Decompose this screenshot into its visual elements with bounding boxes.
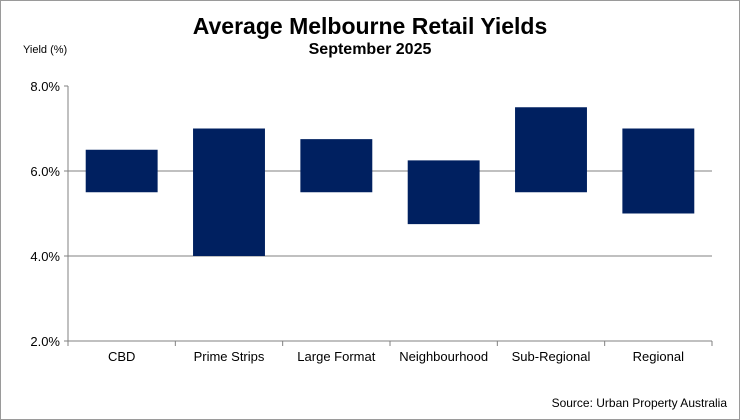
x-tick-label: Regional bbox=[633, 349, 684, 364]
source-note: Source: Urban Property Australia bbox=[551, 396, 727, 410]
y-axis-label: Yield (%) bbox=[23, 44, 68, 56]
range-bar-large-format bbox=[300, 139, 373, 193]
y-tick-label: 4.0% bbox=[30, 249, 60, 264]
x-tick-label: Large Format bbox=[297, 349, 375, 364]
y-tick-label: 2.0% bbox=[30, 334, 60, 349]
x-tick-label: Neighbourhood bbox=[399, 349, 488, 364]
x-tick-label: Sub-Regional bbox=[512, 349, 591, 364]
range-bar-prime-strips bbox=[193, 128, 265, 256]
chart-title: Average Melbourne Retail Yields bbox=[192, 13, 548, 39]
y-tick-label: 8.0% bbox=[30, 79, 60, 94]
range-bar-regional bbox=[622, 128, 695, 214]
range-bar-sub-regional bbox=[515, 107, 587, 193]
y-tick-label: 6.0% bbox=[30, 164, 60, 179]
x-tick-label: Prime Strips bbox=[194, 349, 265, 364]
range-bar-cbd bbox=[85, 149, 158, 193]
x-tick-label: CBD bbox=[108, 349, 135, 364]
range-bar-neighbourhood bbox=[407, 160, 480, 225]
chart-subtitle: September 2025 bbox=[308, 41, 432, 58]
